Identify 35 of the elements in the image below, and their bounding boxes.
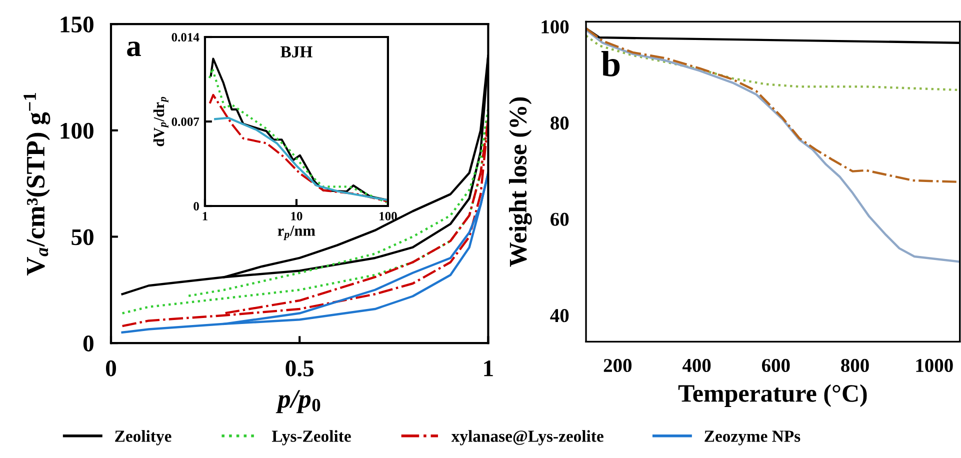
legend-label: Lys-Zeolite	[272, 430, 351, 446]
x-tick-label: 1000	[916, 358, 953, 372]
legend-label: Zeolitye	[115, 430, 172, 446]
x-tick-label: 400	[682, 358, 711, 372]
y-tick-label: 40	[550, 309, 569, 322]
x-axis-title: p/p$_{0}$	[276, 390, 320, 414]
y-tick-label: 0	[194, 202, 199, 210]
legend-label: xylanase@Lys-zeolite	[451, 430, 604, 446]
annotation: b	[601, 51, 620, 76]
x-tick-label: 800	[841, 358, 869, 372]
x-tick-label: 100	[380, 212, 397, 220]
y-tick-label: 0.007	[172, 118, 200, 126]
x-tick-label: 600	[762, 358, 790, 372]
y-tick-label: 0	[83, 336, 94, 352]
x-tick-label: 1	[202, 212, 208, 220]
y-axis-title: V$_{a}$/cm³(STP) g$^{−1}$	[24, 92, 50, 276]
y-tick-label: 0.014	[172, 33, 200, 42]
x-tick-label: 0	[106, 360, 116, 376]
y-tick-label: 50	[72, 229, 94, 246]
x-tick-label: 1	[484, 360, 493, 376]
y-tick-label: 150	[60, 16, 94, 32]
y-axis-title: dV$_{p}$/dr$_{p}$	[153, 96, 168, 146]
annotation: a	[127, 42, 141, 56]
x-tick-label: 0.5	[286, 360, 314, 376]
annotation: BJH	[280, 46, 312, 58]
y-axis-title: Weight lose (%)	[508, 97, 532, 267]
x-tick-label: 10	[291, 212, 302, 220]
y-tick-label: 100	[60, 122, 94, 139]
x-axis-title: r$_{p}$/nm	[278, 226, 316, 240]
y-tick-label: 80	[550, 116, 569, 130]
x-tick-label: 200	[604, 358, 632, 372]
y-tick-label: 100	[542, 20, 569, 34]
y-tick-label: 60	[550, 212, 569, 226]
x-axis-title: Temperature (°C)	[678, 384, 867, 407]
legend-label: Zeozyme NPs	[704, 430, 800, 446]
